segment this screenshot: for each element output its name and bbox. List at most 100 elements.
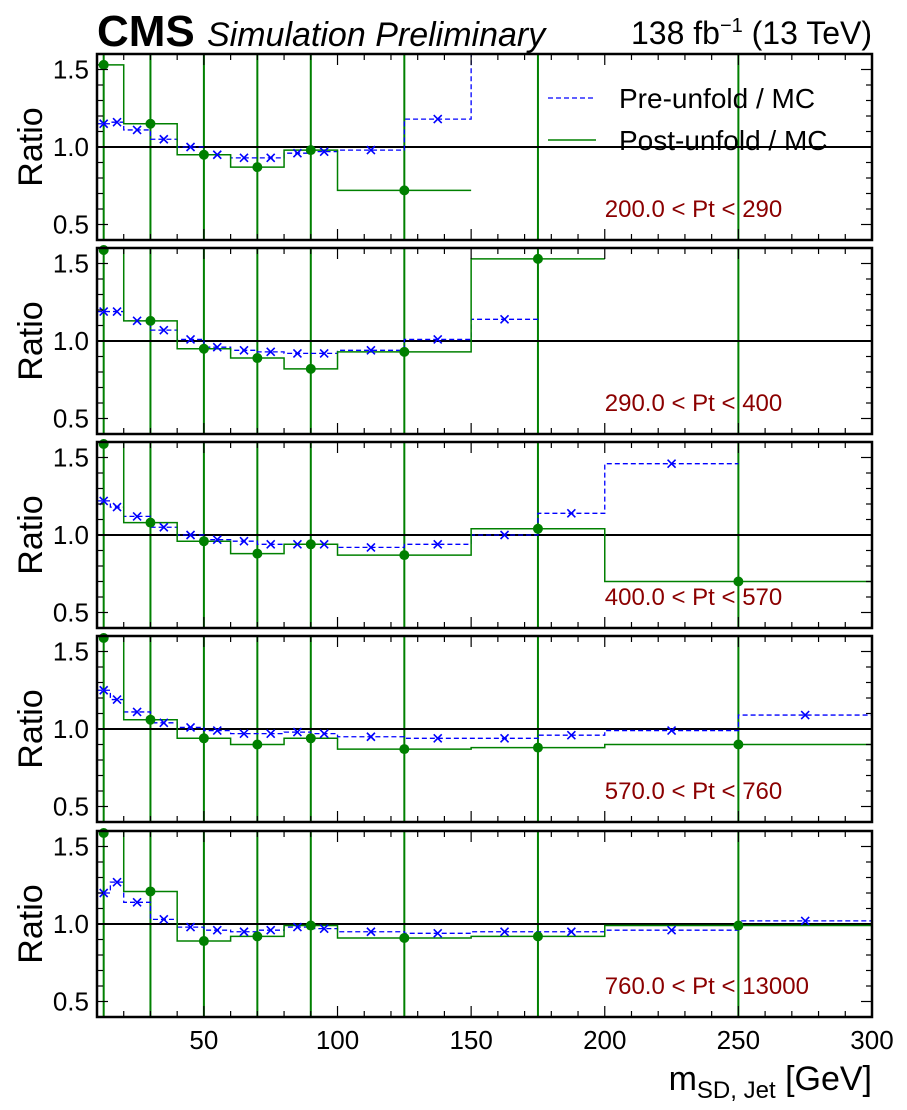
- pre-unfold-marker: [266, 539, 276, 549]
- pre-unfold-marker: [212, 725, 222, 736]
- y-tick-label: 0.5: [53, 792, 89, 822]
- pre-unfold-marker: [112, 117, 122, 127]
- lumi-exponent: −1: [720, 15, 743, 37]
- post-unfold-marker: [145, 886, 156, 897]
- pre-unfold-marker: [112, 877, 122, 887]
- y-axis-label: Ratio: [12, 107, 50, 186]
- pre-unfold-marker: [667, 459, 677, 469]
- pre-unfold-marker: [366, 145, 376, 155]
- post-unfold-marker: [399, 346, 410, 357]
- pre-unfold-marker: [99, 888, 109, 898]
- pre-unfold-series: [97, 689, 872, 739]
- pre-unfold-marker: [292, 922, 302, 932]
- pre-unfold-marker: [212, 925, 222, 935]
- pre-unfold-marker: [292, 148, 302, 158]
- post-unfold-marker: [532, 931, 543, 942]
- y-axis-label: Ratio: [12, 301, 50, 380]
- post-unfold-marker: [198, 733, 209, 744]
- x-axis-label-main: m: [669, 1060, 697, 1098]
- post-unfold-marker: [305, 920, 316, 931]
- pt-bin-label: 400.0 < Pt < 570: [605, 584, 782, 611]
- pre-unfold-marker: [366, 542, 376, 552]
- pre-unfold-marker: [319, 147, 329, 157]
- pre-unfold-marker: [499, 314, 510, 324]
- post-unfold-marker: [252, 162, 263, 173]
- legend-label: Post-unfold / MC: [619, 125, 828, 156]
- pre-unfold-marker: [132, 511, 142, 521]
- pre-unfold-marker: [433, 928, 443, 938]
- x-axis-label-unit: [GeV]: [776, 1060, 872, 1098]
- luminosity-label: 138 fb−1 (13 TeV): [631, 15, 872, 51]
- pre-unfold-marker: [266, 729, 276, 739]
- lumi-value: 138 fb: [631, 15, 720, 51]
- post-unfold-marker: [145, 714, 156, 725]
- post-unfold-marker: [532, 523, 543, 534]
- pre-unfold-marker: [239, 153, 249, 163]
- pre-unfold-marker: [159, 914, 169, 924]
- x-axis-label-group: mSD, Jet [GeV]: [669, 1060, 872, 1104]
- x-tick-label: 200: [583, 1025, 626, 1055]
- pre-unfold-marker: [366, 732, 376, 742]
- y-tick-label: 1.0: [53, 326, 89, 356]
- pre-unfold-marker: [667, 725, 677, 736]
- y-axis-label: Ratio: [12, 884, 50, 963]
- plot-area: [97, 442, 872, 628]
- post-unfold-marker: [305, 363, 316, 374]
- y-tick-label: 1.5: [53, 832, 89, 862]
- pre-unfold-marker: [319, 348, 329, 358]
- post-unfold-marker: [198, 536, 209, 547]
- pt-bin-label: 760.0 < Pt < 13000: [605, 973, 809, 1000]
- post-unfold-marker: [305, 145, 316, 156]
- pre-unfold-marker: [212, 342, 222, 352]
- post-unfold-marker: [733, 920, 744, 931]
- post-unfold-marker: [98, 59, 109, 70]
- pre-unfold-marker: [433, 539, 443, 549]
- pre-unfold-marker: [266, 347, 276, 357]
- y-tick-label: 1.5: [53, 637, 89, 667]
- pre-unfold-marker: [185, 142, 196, 152]
- pre-unfold-marker: [99, 119, 109, 129]
- figure-header: CMS Simulation Preliminary 138 fb−1 (13 …: [97, 7, 872, 56]
- x-tick-label: 100: [316, 1025, 359, 1055]
- pre-unfold-marker: [99, 685, 109, 695]
- pre-unfold-marker: [266, 153, 276, 163]
- post-unfold-marker: [305, 733, 316, 744]
- pre-unfold-marker: [185, 334, 196, 345]
- post-unfold-marker: [532, 742, 543, 753]
- pre-unfold-marker: [185, 922, 196, 932]
- pre-unfold-marker: [159, 718, 169, 728]
- legend-label: Pre-unfold / MC: [619, 83, 815, 114]
- plot-area: [97, 248, 872, 434]
- pre-unfold-marker: [566, 927, 576, 937]
- x-tick-label: 50: [189, 1025, 218, 1055]
- pre-unfold-marker: [132, 125, 142, 135]
- y-tick-label: 1.0: [53, 132, 89, 162]
- post-unfold-marker: [252, 739, 263, 750]
- y-tick-label: 1.0: [53, 520, 89, 550]
- post-unfold-marker: [198, 149, 209, 160]
- pt-bin-label: 290.0 < Pt < 400: [605, 390, 782, 417]
- cms-label: CMS: [97, 7, 195, 56]
- pre-unfold-marker: [185, 530, 196, 540]
- pre-unfold-marker: [239, 729, 249, 739]
- pre-unfold-marker: [433, 733, 443, 743]
- post-unfold-marker: [98, 828, 109, 838]
- simulation-preliminary-label: Simulation Preliminary: [207, 16, 547, 54]
- pre-unfold-marker: [112, 502, 122, 512]
- pre-unfold-marker: [159, 325, 169, 335]
- post-unfold-marker: [98, 439, 109, 449]
- post-unfold-marker: [399, 744, 410, 755]
- x-axis-label: mSD, Jet [GeV]: [669, 1060, 872, 1104]
- pre-unfold-marker: [499, 530, 510, 540]
- pre-unfold-series: [97, 54, 538, 159]
- pre-unfold-marker: [132, 707, 142, 717]
- x-axis-label-subscript: SD, Jet: [697, 1077, 776, 1104]
- post-unfold-marker: [98, 633, 109, 643]
- post-unfold-marker: [305, 539, 316, 550]
- pre-unfold-marker: [292, 727, 302, 737]
- pre-unfold-marker: [159, 134, 169, 144]
- post-unfold-series: [97, 442, 872, 583]
